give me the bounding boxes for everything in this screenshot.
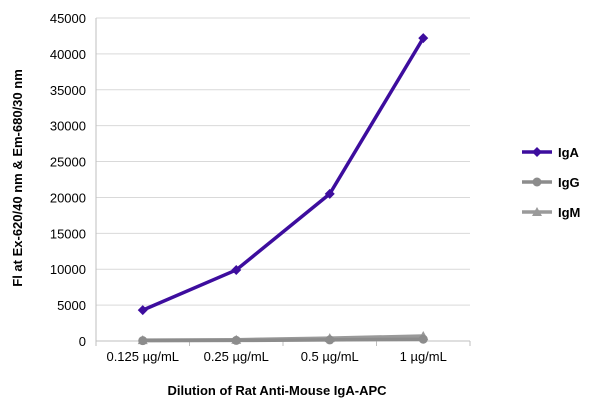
y-tick-label: 30000: [50, 119, 86, 134]
x-tick-label: 0.5 µg/mL: [301, 349, 359, 364]
legend-label-igm: IgM: [558, 205, 580, 220]
legend: IgA IgG IgM: [522, 145, 580, 220]
x-tick-label: 1 µg/mL: [400, 349, 447, 364]
data-point-iga: [137, 305, 148, 316]
y-tick-label: 10000: [50, 262, 86, 277]
data-point-iga: [324, 188, 335, 199]
legend-marker-igg: [532, 177, 542, 187]
gridlines: [95, 17, 471, 346]
data-point-iga: [231, 264, 242, 275]
x-tick-label: 0.125 µg/mL: [106, 349, 179, 364]
legend-label-iga: IgA: [558, 145, 580, 160]
y-tick-label: 5000: [57, 298, 86, 313]
data-point-igg: [418, 334, 428, 344]
series-line-igg: [142, 337, 424, 343]
y-axis-title: Fl at Ex-620/40 nm & Em-680/30 nm: [10, 69, 25, 286]
series-lines: [137, 33, 429, 346]
data-point-igg: [231, 335, 241, 345]
legend-marker-iga: [532, 147, 542, 157]
y-tick-label: 20000: [50, 190, 86, 205]
y-axis-ticks: 0 5000 10000 15000 20000 25000 30000 35000 40000…: [50, 11, 86, 349]
y-tick-label: 0: [79, 334, 86, 349]
legend-label-igg: IgG: [558, 175, 580, 190]
y-tick-label: 35000: [50, 83, 86, 98]
series-line-iga: [142, 37, 425, 312]
x-axis-title: Dilution of Rat Anti-Mouse IgA-APC: [167, 383, 387, 398]
x-axis-ticks: 0.125 µg/mL 0.25 µg/mL 0.5 µg/mL 1 µg/mL: [106, 349, 446, 364]
x-tick-label: 0.25 µg/mL: [204, 349, 269, 364]
y-tick-label: 25000: [50, 155, 86, 170]
data-point-iga: [418, 33, 429, 44]
y-tick-label: 15000: [50, 226, 86, 241]
data-point-igg: [325, 335, 335, 345]
data-point-igg: [138, 336, 148, 346]
y-tick-label: 45000: [50, 11, 86, 26]
legend-marker-igm: [532, 207, 542, 216]
y-tick-label: 40000: [50, 47, 86, 62]
